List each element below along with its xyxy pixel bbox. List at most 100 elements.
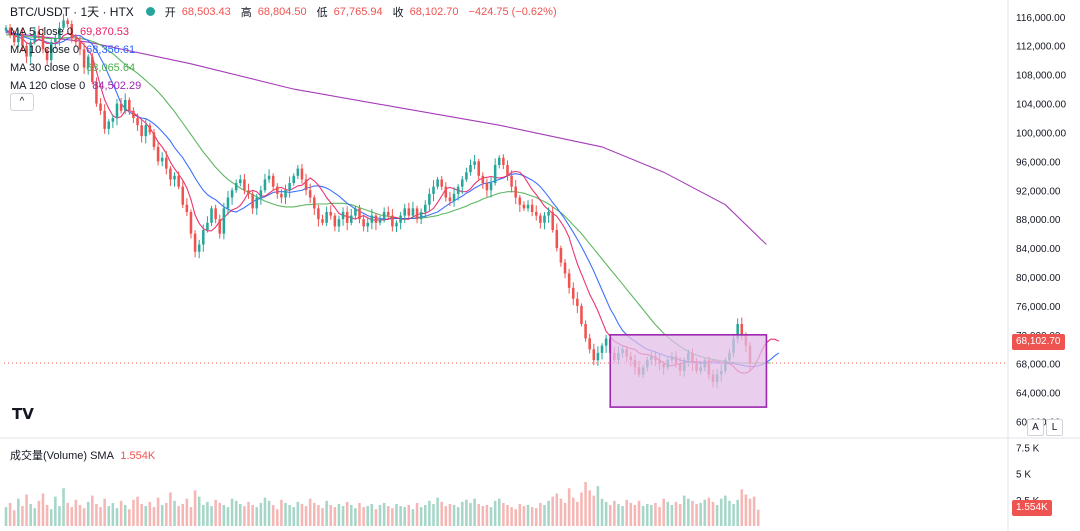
- candle-body: [362, 219, 365, 227]
- log-scale-button[interactable]: L: [1046, 419, 1063, 436]
- candle-body: [128, 99, 131, 111]
- volume-bar: [70, 507, 74, 526]
- price-tick-label: 112,000.00: [1016, 42, 1066, 53]
- candle-body: [230, 190, 234, 198]
- volume-legend[interactable]: 成交量(Volume) SMA 1.554K: [10, 447, 155, 463]
- volume-bar: [752, 496, 756, 526]
- auto-scale-button[interactable]: A: [1027, 419, 1044, 436]
- symbol-title[interactable]: BTC/USDT · 1天 · HTX: [10, 5, 134, 19]
- volume-bar: [452, 505, 456, 526]
- market-status-icon: [145, 7, 155, 16]
- volume-bar: [691, 500, 694, 526]
- volume-bar: [522, 506, 526, 526]
- volume-bar: [193, 490, 197, 526]
- volume-bar: [744, 494, 748, 526]
- volume-bar: [637, 500, 641, 526]
- price-axis[interactable]: 116,000.00 112,000.00 108,000.00 104,000.00…: [1016, 13, 1066, 429]
- volume-bar: [571, 497, 575, 526]
- volume-bar: [49, 509, 53, 526]
- candlestick-series[interactable]: [4, 13, 752, 389]
- ma30-legend[interactable]: MA 30 close 0 68,065.64: [10, 59, 141, 77]
- volume-bar: [160, 505, 164, 526]
- volume-bar: [497, 498, 501, 526]
- volume-tick-label: 7.5 K: [1016, 443, 1040, 454]
- candle-body: [448, 197, 452, 202]
- volume-bar: [382, 502, 386, 526]
- ma10-legend[interactable]: MA 10 close 0 68,356.61: [10, 41, 141, 59]
- volume-bar: [185, 498, 189, 526]
- candle-body: [66, 20, 69, 25]
- candle-body: [477, 161, 480, 176]
- candle-body: [563, 262, 567, 274]
- candle-body: [119, 103, 123, 111]
- volume-bar: [337, 503, 341, 526]
- volume-bar: [399, 506, 402, 526]
- volume-bar: [247, 501, 250, 526]
- volume-bar: [292, 507, 296, 526]
- volume-bar: [411, 509, 415, 526]
- volume-bar: [592, 495, 596, 526]
- candle-body: [95, 81, 98, 104]
- candle-body: [288, 183, 291, 191]
- candle-body: [345, 211, 349, 223]
- volume-bar: [17, 498, 20, 526]
- candle-body: [473, 161, 476, 165]
- volume-bar: [317, 505, 320, 526]
- volume-bar: [621, 506, 624, 526]
- volume-bar: [719, 498, 723, 526]
- candle-body: [485, 183, 489, 191]
- candle-body: [132, 110, 135, 119]
- volume-bar: [703, 499, 707, 526]
- volume-bar: [173, 500, 176, 526]
- volume-bar: [506, 505, 509, 526]
- tradingview-logo-icon[interactable]: TV: [12, 405, 34, 423]
- volume-bar: [358, 502, 361, 526]
- candle-body: [374, 215, 378, 223]
- candle-body: [580, 305, 583, 324]
- volume-bar: [724, 495, 727, 526]
- ma120-legend[interactable]: MA 120 close 0 84,502.29: [10, 77, 141, 95]
- candle-body: [276, 186, 279, 194]
- volume-bar: [662, 498, 665, 526]
- candle-body: [226, 197, 230, 209]
- volume-bar: [682, 495, 686, 526]
- volume-bar: [74, 499, 78, 526]
- volume-bar: [391, 508, 394, 526]
- volume-bar: [103, 498, 106, 526]
- volume-bar: [66, 502, 69, 526]
- candle-body: [193, 233, 197, 252]
- volume-bar: [674, 501, 678, 526]
- volume-bar: [243, 506, 246, 526]
- volume-bar: [210, 506, 213, 526]
- volume-bar: [333, 507, 337, 526]
- candle-body: [387, 211, 390, 216]
- candle-body: [399, 215, 402, 223]
- candle-body: [481, 175, 485, 184]
- collapse-legend-button[interactable]: ^: [10, 93, 34, 111]
- candle-body: [370, 215, 374, 223]
- volume-bar: [107, 506, 111, 526]
- candle-body: [543, 215, 546, 223]
- volume-bar: [313, 502, 316, 526]
- volume-bars[interactable]: [4, 481, 760, 526]
- volume-bar: [407, 505, 411, 526]
- candle-body: [341, 211, 345, 220]
- volume-bar: [181, 503, 185, 526]
- candle-body: [493, 164, 497, 184]
- volume-axis[interactable]: 7.5 K5 K2.5 K: [1016, 443, 1040, 506]
- candle-body: [428, 193, 431, 205]
- volume-bar: [128, 509, 131, 526]
- ma5-legend[interactable]: MA 5 close 0 69,870.53: [10, 23, 141, 41]
- candle-body: [559, 248, 563, 263]
- candle-body: [144, 125, 148, 137]
- volume-bar: [308, 498, 312, 526]
- candle-body: [321, 219, 324, 223]
- volume-bar: [140, 503, 143, 526]
- volume-bar: [54, 496, 57, 526]
- candle-body: [592, 349, 596, 361]
- candle-body: [571, 287, 575, 299]
- low-label: 低: [316, 6, 328, 19]
- volume-bar: [123, 505, 127, 526]
